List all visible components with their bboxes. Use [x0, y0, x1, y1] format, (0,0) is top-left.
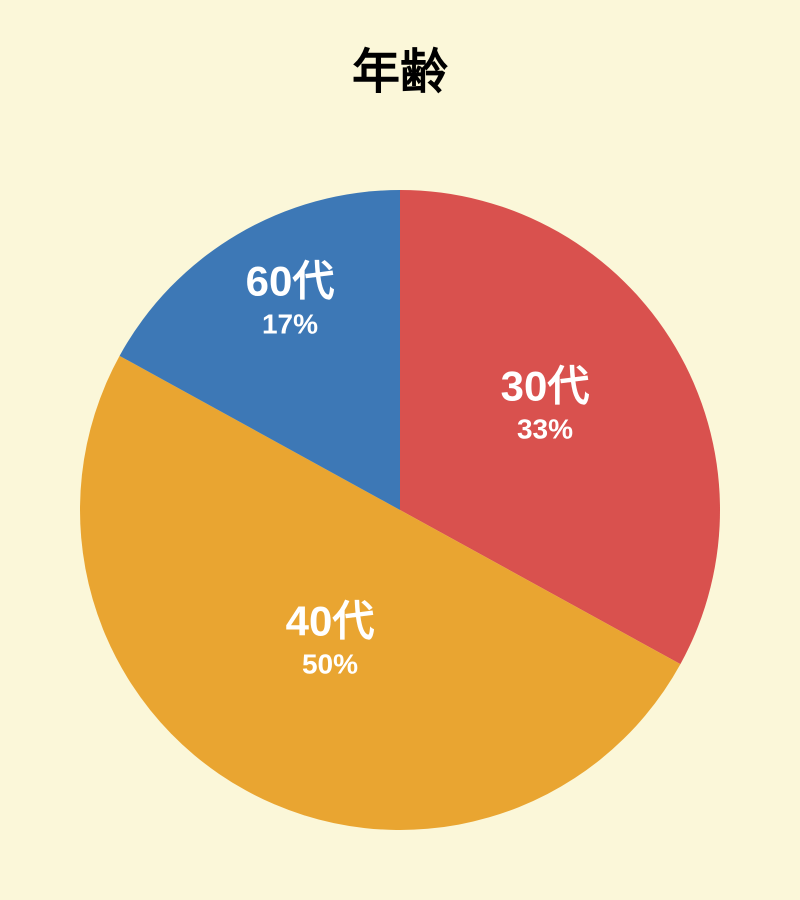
slice-label-name: 40代: [286, 597, 375, 647]
slice-label-percent: 50%: [286, 647, 375, 683]
pie-slice-label: 40代50%: [286, 597, 375, 684]
slice-label-percent: 33%: [501, 412, 590, 448]
slice-label-percent: 17%: [246, 307, 335, 343]
pie-slice-label: 60代17%: [246, 257, 335, 344]
slice-label-name: 30代: [501, 362, 590, 412]
pie-slice-label: 30代33%: [501, 362, 590, 449]
pie-chart-svg: [0, 0, 800, 900]
slice-label-name: 60代: [246, 257, 335, 307]
pie-chart-container: 年齢 30代33%40代50%60代17%: [0, 0, 800, 900]
